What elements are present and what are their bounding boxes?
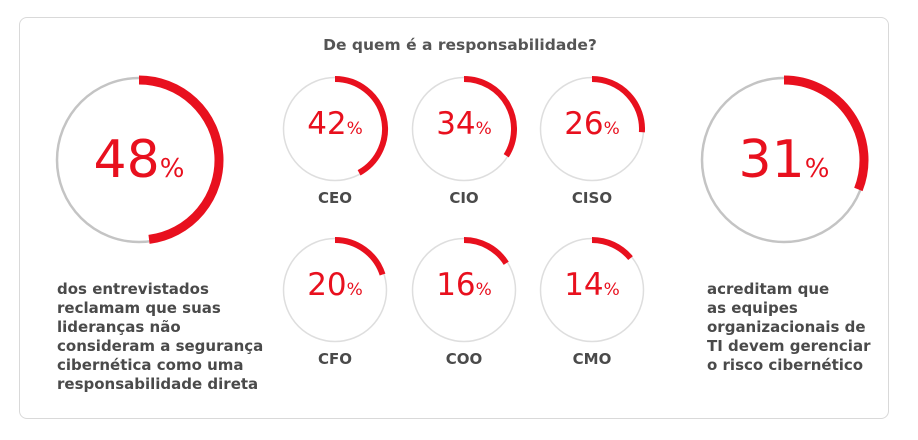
left-desc-line: reclamam que suas bbox=[57, 299, 221, 317]
ring-unit: % bbox=[475, 280, 492, 300]
role-label-ceo: CEO bbox=[317, 189, 352, 207]
ring-unit: % bbox=[603, 280, 620, 300]
role-label-coo: COO bbox=[445, 350, 483, 368]
ring-left-arc bbox=[138, 75, 224, 244]
role-label-ciso: CISO bbox=[571, 189, 613, 207]
ring-number: 42 bbox=[307, 106, 347, 142]
ring-value-cmo: 14% bbox=[537, 267, 647, 303]
left-description: dos entrevistados reclamam que suas lide… bbox=[57, 280, 263, 394]
ring-coo: 16% bbox=[409, 235, 519, 345]
ring-right-svg bbox=[700, 75, 869, 244]
right-desc-line: o risco cibernético bbox=[707, 356, 864, 374]
left-desc-line: dos entrevistados bbox=[57, 280, 209, 298]
ring-number: 14 bbox=[564, 267, 604, 303]
ring-number: 26 bbox=[564, 106, 604, 142]
ring-cio-svg bbox=[411, 76, 517, 182]
left-desc-line: responsabilidade direta bbox=[57, 375, 259, 393]
ring-value-coo: 16% bbox=[409, 267, 519, 303]
ring-value-cio: 34% bbox=[409, 106, 519, 142]
ring-arc-cmo bbox=[591, 237, 633, 261]
role-label-cio: CIO bbox=[449, 189, 479, 207]
ring-cmo-svg bbox=[539, 237, 645, 343]
ring-ciso-svg bbox=[539, 76, 645, 182]
ring-value-cfo: 20% bbox=[280, 267, 390, 303]
ring-left-48: 48% bbox=[55, 75, 224, 244]
ring-value-ciso: 26% bbox=[537, 106, 647, 142]
left-desc-line: lideranças não bbox=[57, 318, 181, 336]
right-description: acreditam que as equipes organizacionais… bbox=[707, 280, 870, 375]
chart-title: De quem é a responsabilidade? bbox=[323, 36, 597, 54]
ring-cfo-svg bbox=[282, 237, 388, 343]
left-desc-line: consideram a segurança bbox=[57, 337, 264, 355]
left-desc-line: cibernética como uma bbox=[57, 356, 244, 374]
ring-ceo: 42% bbox=[280, 74, 390, 184]
ring-unit: % bbox=[346, 119, 363, 139]
ring-coo-svg bbox=[411, 237, 517, 343]
ring-arc-ciso bbox=[591, 76, 645, 133]
ring-right-arc bbox=[783, 75, 869, 192]
ring-number: 20 bbox=[307, 267, 347, 303]
ring-right-value: 31% bbox=[738, 130, 830, 190]
ring-number: 16 bbox=[436, 267, 476, 303]
ring-arc-ceo bbox=[334, 76, 388, 176]
ring-right-31: 31% bbox=[700, 75, 869, 244]
ring-arc-coo bbox=[463, 237, 509, 265]
right-desc-line: acreditam que bbox=[707, 280, 830, 298]
ring-ceo-svg bbox=[282, 76, 388, 182]
ring-number: 34 bbox=[436, 106, 476, 142]
ring-cmo: 14% bbox=[537, 235, 647, 345]
ring-ciso: 26% bbox=[537, 74, 647, 184]
role-label-cfo: CFO bbox=[317, 350, 352, 368]
ring-value-ceo: 42% bbox=[280, 106, 390, 142]
ring-left-svg bbox=[55, 75, 224, 244]
ring-left-value: 48% bbox=[93, 130, 185, 190]
right-desc-line: as equipes bbox=[707, 299, 798, 317]
ring-unit: % bbox=[603, 119, 620, 139]
ring-cfo: 20% bbox=[280, 235, 390, 345]
ring-arc-cfo bbox=[334, 237, 386, 276]
ring-unit: % bbox=[475, 119, 492, 139]
ring-unit: % bbox=[346, 280, 363, 300]
ring-cio: 34% bbox=[409, 74, 519, 184]
right-desc-line: TI devem gerenciar bbox=[707, 337, 871, 355]
right-desc-line: organizacionais de bbox=[707, 318, 866, 336]
ring-arc-cio bbox=[463, 76, 517, 158]
role-label-cmo: CMO bbox=[572, 350, 612, 368]
